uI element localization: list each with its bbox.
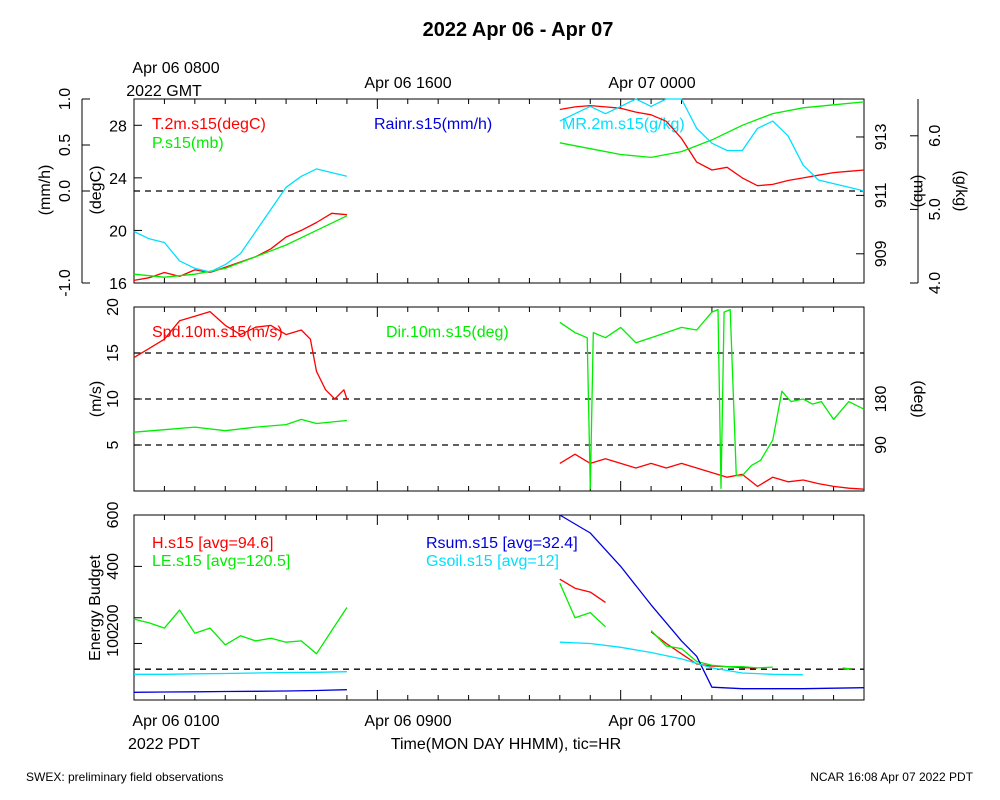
legend-wind-direction: Dir.10m.s15(deg) <box>386 324 509 341</box>
bottom-axis-label: Apr 06 0900 <box>364 713 451 730</box>
legend-rain-rate: Rainr.s15(mm/h) <box>374 116 492 133</box>
y-axis-title-energy: Energy Budget <box>87 555 104 661</box>
series-line-le <box>133 607 348 655</box>
top-axis-label: Apr 06 0800 <box>132 60 219 77</box>
legend-h: H.s15 [avg=94.6] <box>152 535 273 552</box>
footer-left: SWEX: preliminary field observations <box>26 770 223 784</box>
speed-tick-label: 5 <box>105 440 122 449</box>
temp-tick-label: 16 <box>109 276 127 293</box>
series-line-le <box>559 582 606 628</box>
series-line-gsoil <box>134 671 347 675</box>
energy-tick-label: 600 <box>105 502 122 529</box>
mixing-ratio-tick-label: 6.0 <box>927 125 944 147</box>
x-axis-title: Time(MON DAY HHMM), tic=HR <box>391 736 621 753</box>
y-axis-title-temp: (degC) <box>88 166 105 215</box>
y-axis-title-direction: (deg) <box>910 380 927 417</box>
series-line-gsoil <box>559 641 804 676</box>
direction-tick-label: 180 <box>873 386 890 413</box>
rain-tick-label: 0.5 <box>57 134 74 156</box>
rain-tick-label: 0.0 <box>57 180 74 202</box>
speed-tick-label: 20 <box>105 298 122 316</box>
series-line-pres <box>133 101 865 278</box>
legend-gsoil: Gsoil.s15 [avg=12] <box>426 553 559 570</box>
bottom-axis-sublabel: 2022 PDT <box>128 736 200 753</box>
mixing-ratio-tick-label: 5.0 <box>927 198 944 220</box>
y-axis-title-mixing-ratio: (g/kg) <box>952 171 969 212</box>
legend-rsum: Rsum.s15 [avg=32.4] <box>426 535 578 552</box>
legend-mixing-ratio: MR.2m.s15(g/kg) <box>562 116 685 133</box>
bottom-axis-label: Apr 06 1700 <box>608 713 695 730</box>
legend-temperature: T.2m.s15(degC) <box>152 116 266 133</box>
speed-tick-label: 15 <box>105 344 122 362</box>
series-line-rsum <box>559 514 865 690</box>
rain-tick-label: -1.0 <box>57 269 74 297</box>
series-line-h <box>559 578 606 603</box>
series-line-le <box>650 630 773 669</box>
rain-tick-label: 1.0 <box>57 88 74 110</box>
footer-right: NCAR 16:08 Apr 07 2022 PDT <box>810 770 973 784</box>
series-line-speed <box>133 310 865 490</box>
legend-pressure: P.s15(mb) <box>152 135 224 152</box>
pressure-tick-label: 911 <box>873 183 890 209</box>
chart-title: 2022 Apr 06 - Apr 07 <box>423 19 614 41</box>
series-line-mr <box>133 98 865 273</box>
legend-le: LE.s15 [avg=120.5] <box>152 553 290 570</box>
energy-tick-label: 200 <box>105 604 122 631</box>
y-axis-title-speed: (m/s) <box>88 381 105 417</box>
top-axis-label: Apr 07 0000 <box>608 75 695 92</box>
top-axis-sublabel: 2022 GMT <box>126 83 202 100</box>
energy-tick-label: 100 <box>105 630 122 657</box>
top-axis-label: Apr 06 1600 <box>364 75 451 92</box>
mixing-ratio-tick-label: 4.0 <box>927 272 944 294</box>
speed-tick-label: 10 <box>105 390 122 408</box>
pressure-tick-label: 913 <box>873 124 890 151</box>
bottom-axis-label: Apr 06 0100 <box>132 713 219 730</box>
series-line-rsum <box>133 689 347 693</box>
y-axis-title-rain: (mm/h) <box>37 165 54 216</box>
series-line-h <box>650 631 758 669</box>
energy-tick-label: 400 <box>105 553 122 580</box>
temp-tick-label: 20 <box>109 223 127 240</box>
series-line-dir <box>133 308 865 490</box>
legend-wind-speed: Spd.10m.s15(m/s) <box>152 324 283 341</box>
direction-tick-label: 90 <box>873 436 890 454</box>
temp-tick-label: 24 <box>109 171 127 188</box>
pressure-tick-label: 909 <box>873 240 890 267</box>
temp-tick-label: 28 <box>109 118 127 135</box>
series-line-le <box>842 667 852 670</box>
